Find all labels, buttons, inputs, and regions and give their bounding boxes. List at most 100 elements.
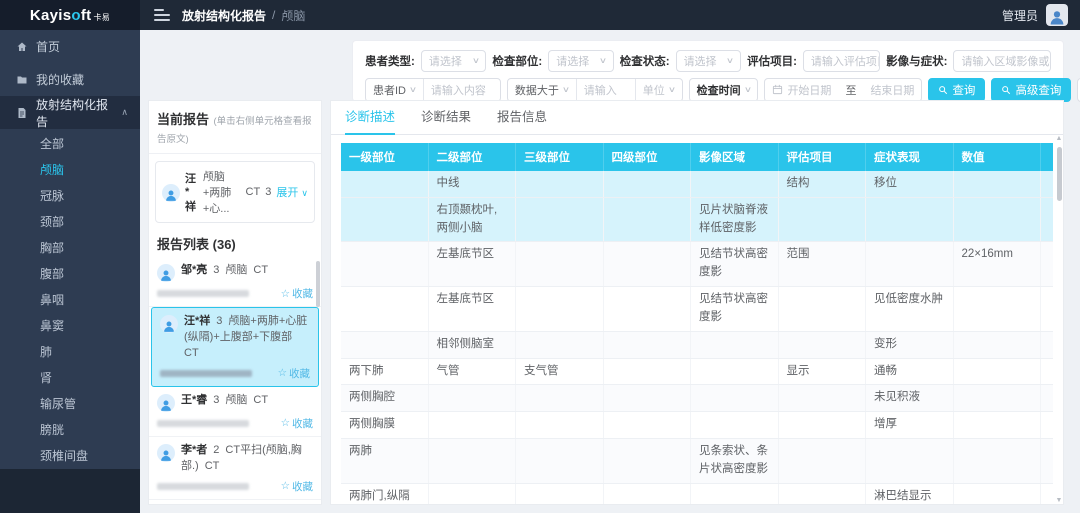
sidebar-item-鼻咽[interactable]: 鼻咽 (40, 293, 65, 307)
table-cell[interactable]: 两侧胸膜 (341, 412, 429, 438)
table-cell[interactable] (429, 385, 516, 412)
table-cell[interactable] (691, 412, 779, 438)
table-cell[interactable] (341, 287, 429, 331)
table-cell[interactable]: 结构 (779, 171, 866, 197)
table-cell[interactable]: 右顶颞枕叶,两侧小脑 (429, 197, 516, 242)
sidebar-item-膀胱[interactable]: 膀胱 (40, 423, 65, 437)
scroll-up-icon[interactable]: ▲ (1055, 135, 1063, 142)
table-cell[interactable] (954, 385, 1041, 412)
table-cell[interactable]: 两肺门,纵隔 (341, 483, 429, 504)
table-cell[interactable]: 见结节状高密度影 (691, 242, 779, 287)
tab-报告信息[interactable]: 报告信息 (497, 110, 548, 124)
table-cell[interactable] (604, 242, 691, 287)
table-cell[interactable] (954, 331, 1041, 358)
table-cell[interactable]: 见片状脑脊液样低密度影 (691, 197, 779, 242)
table-cell[interactable] (516, 287, 604, 331)
table-scrollbar[interactable]: ▲ ▼ (1055, 135, 1063, 504)
sidebar-item-胸部[interactable]: 胸部 (40, 241, 65, 255)
table-cell[interactable] (604, 197, 691, 242)
table-cell[interactable] (779, 412, 866, 438)
table-cell[interactable] (341, 331, 429, 358)
table-cell[interactable] (341, 171, 429, 197)
table-cell[interactable] (779, 385, 866, 412)
table-cell[interactable] (604, 438, 691, 483)
table-cell[interactable] (516, 242, 604, 287)
table-cell[interactable]: 未见积液 (866, 385, 954, 412)
table-cell[interactable]: 22×16mm (954, 242, 1041, 287)
table-cell[interactable] (779, 438, 866, 483)
table-cell[interactable]: 显示 (779, 358, 866, 385)
patient-id-select[interactable]: 患者ID (373, 84, 406, 97)
table-cell[interactable] (954, 412, 1041, 438)
value-compare-filter[interactable]: 数据大于 ∨ 请输入 单位 ∨ (506, 77, 683, 102)
table-cell[interactable]: 两下肺 (341, 358, 429, 385)
table-cell[interactable] (691, 385, 779, 412)
compare-select[interactable]: 数据大于 (514, 84, 559, 97)
tab-诊断结果[interactable]: 诊断结果 (421, 110, 472, 124)
exam-status-select[interactable]: 请选择 ∨ (675, 49, 742, 72)
table-cell[interactable] (604, 483, 691, 504)
scroll-down-icon[interactable]: ▼ (1055, 497, 1063, 504)
table-cell[interactable] (516, 438, 604, 483)
sidebar-item-颅脑[interactable]: 颅脑 (40, 163, 65, 177)
table-cell[interactable] (866, 197, 954, 242)
favorite-button[interactable]: ☆ 收藏 (278, 366, 310, 381)
value-input[interactable]: 请输入 (575, 78, 635, 101)
table-cell[interactable] (691, 358, 779, 385)
table-cell[interactable] (604, 287, 691, 331)
table-cell[interactable] (429, 412, 516, 438)
menu-collapse-icon[interactable] (154, 9, 170, 21)
date-range-picker[interactable]: 开始日期 至 结束日期 (764, 77, 923, 102)
current-report-card[interactable]: 汪*祥 颅脑+两肺+心... CT 3 展开 ∨ (155, 161, 315, 223)
table-cell[interactable] (691, 331, 779, 358)
table-cell[interactable] (516, 412, 604, 438)
table-cell[interactable]: 中线 (429, 171, 516, 197)
sidebar-item-肺[interactable]: 肺 (40, 345, 53, 359)
sidebar-item-颈椎间盘[interactable]: 颈椎间盘 (40, 449, 89, 463)
table-cell[interactable]: 见低密度水肿 (866, 287, 954, 331)
favorite-button[interactable]: ☆ 收藏 (281, 286, 313, 301)
table-cell[interactable]: 变形 (866, 331, 954, 358)
table-cell[interactable] (779, 287, 866, 331)
report-card[interactable]: 李*者 2 CT平扫(颅脑,胸部.) CT ☆ 收藏 (149, 436, 321, 500)
sidebar-item-favorites[interactable]: 我的收藏 (0, 63, 140, 96)
sidebar-item-鼻窦[interactable]: 鼻窦 (40, 319, 65, 333)
table-cell[interactable] (429, 438, 516, 483)
table-cell[interactable] (429, 483, 516, 504)
table-cell[interactable] (954, 287, 1041, 331)
table-cell[interactable]: 左基底节区 (429, 242, 516, 287)
table-cell[interactable] (341, 242, 429, 287)
table-cell[interactable] (341, 197, 429, 242)
patient-id-input[interactable]: 请输入内容 (422, 78, 500, 101)
sidebar-item-home[interactable]: 首页 (0, 30, 140, 63)
table-cell[interactable] (779, 197, 866, 242)
table-cell[interactable] (516, 331, 604, 358)
favorite-button[interactable]: ☆ 收藏 (281, 479, 313, 494)
sidebar-group-structured-report[interactable]: 放射结构化报告 ∧ (0, 96, 140, 129)
table-cell[interactable]: 淋巴结显示 (866, 483, 954, 504)
report-card[interactable]: 邹*亮 3 颅脑 CT ☆ 收藏 (149, 257, 321, 307)
table-cell[interactable] (954, 438, 1041, 483)
table-cell[interactable] (954, 197, 1041, 242)
expand-toggle[interactable]: 展开 ∨ (276, 184, 308, 200)
table-cell[interactable]: 增厚 (866, 412, 954, 438)
tab-诊断描述[interactable]: 诊断描述 (345, 101, 396, 135)
sidebar-item-肾[interactable]: 肾 (40, 371, 53, 385)
sidebar-item-冠脉[interactable]: 冠脉 (40, 189, 65, 203)
unit-select[interactable]: 单位 (642, 84, 665, 97)
table-cell[interactable] (866, 438, 954, 483)
advanced-search-button[interactable]: 高级查询 (991, 77, 1072, 102)
table-cell[interactable] (866, 242, 954, 287)
breadcrumb-root[interactable]: 放射结构化报告 (182, 8, 267, 23)
table-cell[interactable]: 气管 (429, 358, 516, 385)
table-cell[interactable]: 通畅 (866, 358, 954, 385)
table-cell[interactable]: 支气管 (516, 358, 604, 385)
table-cell[interactable] (516, 171, 604, 197)
sidebar-item-全部[interactable]: 全部 (40, 137, 65, 151)
table-cell[interactable] (604, 385, 691, 412)
start-date-input[interactable]: 开始日期 (787, 84, 832, 97)
favorite-button[interactable]: ☆ 收藏 (281, 416, 313, 431)
end-date-input[interactable]: 结束日期 (870, 84, 915, 97)
clear-button[interactable]: ✕ 清空 (1077, 77, 1080, 102)
patient-id-filter[interactable]: 患者ID ∨ 请输入内容 (365, 77, 501, 102)
